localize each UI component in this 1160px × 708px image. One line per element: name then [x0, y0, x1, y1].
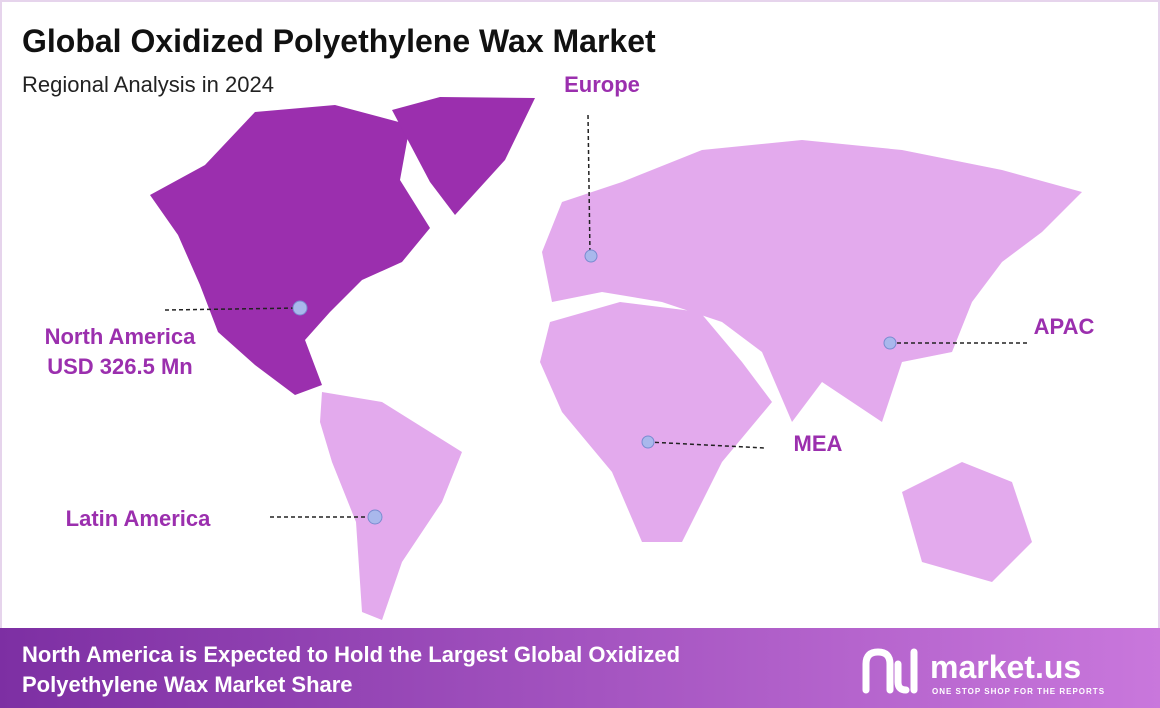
region-marker	[641, 435, 655, 449]
africa	[540, 302, 772, 542]
region-label: MEA	[794, 431, 843, 456]
north-america	[150, 105, 430, 395]
region-marker	[292, 300, 308, 316]
region-label: Latin America	[66, 506, 211, 531]
subtitle: Regional Analysis in 2024	[22, 72, 274, 97]
title: Global Oxidized Polyethylene Wax Market	[22, 23, 656, 59]
region-marker	[367, 509, 383, 525]
logo-mark	[862, 648, 918, 694]
footer-band	[0, 628, 1160, 708]
eurasia	[542, 140, 1082, 422]
region-value: USD 326.5 Mn	[47, 354, 193, 379]
leader-line	[164, 307, 301, 311]
footer-text: North America is Expected to Hold the La…	[22, 642, 680, 667]
region-label: Europe	[564, 72, 640, 97]
brand-tagline: ONE STOP SHOP FOR THE REPORTS	[932, 687, 1105, 696]
region-label: North America	[45, 324, 197, 349]
australia	[902, 462, 1032, 582]
footer-text: Polyethylene Wax Market Share	[22, 672, 353, 697]
brand-name: market.us	[930, 649, 1081, 685]
region-marker	[584, 249, 598, 263]
greenland	[392, 97, 535, 215]
region-label: APAC	[1034, 314, 1095, 339]
leader-line	[647, 441, 766, 449]
region-marker	[883, 336, 897, 350]
south-america	[320, 392, 462, 620]
brand-logo: market.us ONE STOP SHOP FOR THE REPORTS	[862, 648, 1105, 696]
leader-line	[587, 114, 591, 256]
